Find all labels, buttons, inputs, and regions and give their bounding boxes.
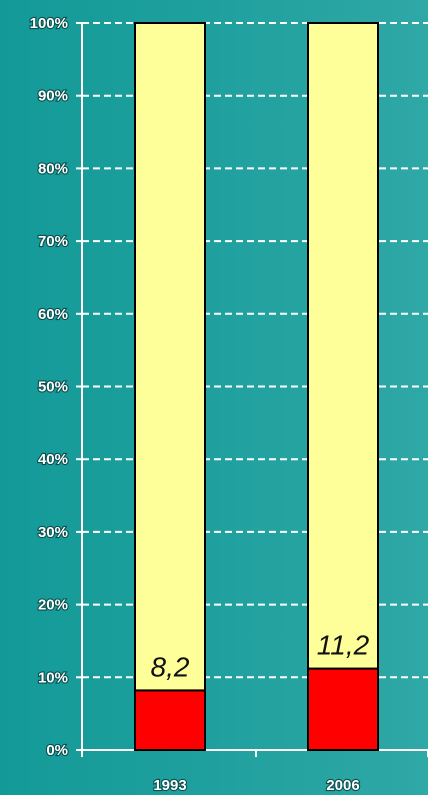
y-tick-label: 50% [38, 379, 68, 396]
y-tick-label: 60% [38, 306, 68, 323]
data-label: 11,2 [317, 630, 370, 661]
y-tick-label: 80% [38, 160, 68, 177]
bar-segment [307, 22, 379, 670]
labels: 0% 10% 20% 30% 40% 50% 60% 70% 80% 90% 100% 8,2 1993… [29, 14, 370, 795]
bar-segment [134, 22, 206, 692]
y-tick-label: 100% [30, 15, 68, 32]
y-tick-label: 70% [38, 233, 68, 250]
data-label: 8,2 [151, 651, 190, 682]
y-tick-label: 40% [38, 451, 68, 468]
bar-segment [307, 667, 379, 751]
bars [134, 22, 379, 751]
y-tick-label: 10% [38, 669, 68, 686]
y-tick-label: 30% [38, 524, 68, 541]
bar-segment [134, 689, 206, 751]
y-tick-label: 0% [46, 742, 68, 759]
y-tick-label: 90% [38, 88, 68, 105]
x-category-label: 2006 [326, 777, 359, 794]
y-tick-label: 20% [38, 597, 68, 614]
x-category-label: 1993 [153, 777, 186, 794]
